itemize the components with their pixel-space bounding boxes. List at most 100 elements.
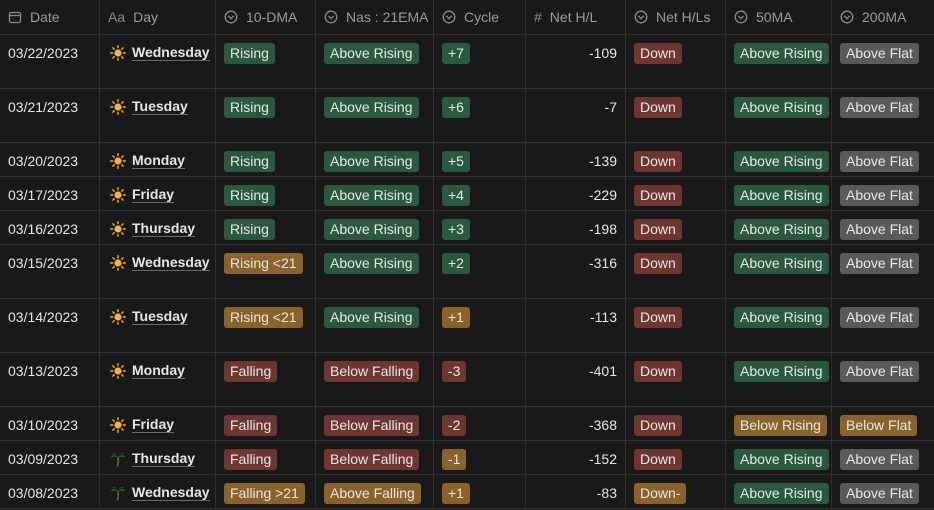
- column-header-10-dma[interactable]: 10-DMA: [216, 0, 316, 34]
- net-hl-cell[interactable]: -109: [526, 35, 626, 88]
- 10-dma-cell[interactable]: Rising <21: [216, 245, 316, 298]
- nas-21ema-cell[interactable]: Above Rising: [316, 299, 434, 352]
- day-cell[interactable]: Monday: [100, 143, 216, 176]
- 50ma-cell[interactable]: Above Rising: [726, 89, 832, 142]
- date-cell[interactable]: 03/08/2023: [0, 475, 100, 508]
- nas-21ema-cell[interactable]: Below Falling: [316, 353, 434, 406]
- table-row[interactable]: 03/15/2023 Wednesday Rising <21 Above Risin…: [0, 245, 934, 299]
- 10-dma-cell[interactable]: Falling >21: [216, 475, 316, 508]
- 200ma-cell[interactable]: Above Flat: [832, 89, 934, 142]
- 10-dma-cell[interactable]: Falling: [216, 353, 316, 406]
- 200ma-cell[interactable]: Above Flat: [832, 245, 934, 298]
- cycle-cell[interactable]: +1: [434, 299, 526, 352]
- nas-21ema-cell[interactable]: Above Rising: [316, 245, 434, 298]
- day-cell[interactable]: Monday: [100, 353, 216, 406]
- date-cell[interactable]: 03/21/2023: [0, 89, 100, 142]
- 10-dma-cell[interactable]: Rising: [216, 177, 316, 210]
- day-name-link[interactable]: Tuesday: [132, 308, 188, 325]
- day-name-link[interactable]: Wednesday: [132, 254, 210, 271]
- day-cell[interactable]: Wednesday: [100, 245, 216, 298]
- net-hl-cell[interactable]: -7: [526, 89, 626, 142]
- table-row[interactable]: 03/22/2023 Wednesday Rising Above Rising +7 -…: [0, 35, 934, 89]
- column-header-50ma[interactable]: 50MA: [726, 0, 832, 34]
- 50ma-cell[interactable]: Above Rising: [726, 245, 832, 298]
- nas-21ema-cell[interactable]: Above Rising: [316, 89, 434, 142]
- net-hl-cell[interactable]: -83: [526, 475, 626, 508]
- day-cell[interactable]: Thursday: [100, 211, 216, 244]
- cycle-cell[interactable]: +5: [434, 143, 526, 176]
- day-name-link[interactable]: Monday: [132, 362, 185, 379]
- 50ma-cell[interactable]: Above Rising: [726, 211, 832, 244]
- cycle-cell[interactable]: +1: [434, 475, 526, 508]
- day-cell[interactable]: Tuesday: [100, 89, 216, 142]
- net-hls-cell[interactable]: Down: [626, 143, 726, 176]
- 10-dma-cell[interactable]: Rising: [216, 211, 316, 244]
- date-cell[interactable]: 03/09/2023: [0, 441, 100, 474]
- nas-21ema-cell[interactable]: Above Falling: [316, 475, 434, 508]
- cycle-cell[interactable]: +7: [434, 35, 526, 88]
- 10-dma-cell[interactable]: Rising <21: [216, 299, 316, 352]
- table-row[interactable]: 03/13/2023 Monday Falling Below Falling -3 -4…: [0, 353, 934, 407]
- column-header-net-h-ls[interactable]: Net H/Ls: [626, 0, 726, 34]
- day-cell[interactable]: Thursday: [100, 441, 216, 474]
- cycle-cell[interactable]: +3: [434, 211, 526, 244]
- 200ma-cell[interactable]: Above Flat: [832, 353, 934, 406]
- 10-dma-cell[interactable]: Falling: [216, 407, 316, 440]
- date-cell[interactable]: 03/16/2023: [0, 211, 100, 244]
- table-row[interactable]: 03/21/2023 Tuesday Rising Above Rising +6 -7 D…: [0, 89, 934, 143]
- nas-21ema-cell[interactable]: Above Rising: [316, 177, 434, 210]
- 50ma-cell[interactable]: Above Rising: [726, 35, 832, 88]
- net-hls-cell[interactable]: Down-: [626, 475, 726, 508]
- 10-dma-cell[interactable]: Falling: [216, 441, 316, 474]
- cycle-cell[interactable]: +4: [434, 177, 526, 210]
- 200ma-cell[interactable]: Below Flat: [832, 407, 934, 440]
- net-hl-cell[interactable]: -152: [526, 441, 626, 474]
- 200ma-cell[interactable]: Above Flat: [832, 299, 934, 352]
- 200ma-cell[interactable]: Above Flat: [832, 441, 934, 474]
- day-cell[interactable]: Wednesday: [100, 35, 216, 88]
- table-row[interactable]: 03/14/2023 Tuesday Rising <21 Above Rising +…: [0, 299, 934, 353]
- table-row[interactable]: 03/09/2023 Thursday Falling Below Falling -1…: [0, 441, 934, 475]
- day-name-link[interactable]: Wednesday: [132, 44, 210, 61]
- 50ma-cell[interactable]: Above Rising: [726, 441, 832, 474]
- column-header-day[interactable]: Aa Day: [100, 0, 216, 34]
- net-hl-cell[interactable]: -401: [526, 353, 626, 406]
- net-hls-cell[interactable]: Down: [626, 177, 726, 210]
- table-row[interactable]: 03/08/2023 Wednesday Falling >21 Above Fall…: [0, 475, 934, 509]
- 50ma-cell[interactable]: Above Rising: [726, 353, 832, 406]
- nas-21ema-cell[interactable]: Below Falling: [316, 441, 434, 474]
- date-cell[interactable]: 03/13/2023: [0, 353, 100, 406]
- 50ma-cell[interactable]: Above Rising: [726, 177, 832, 210]
- day-cell[interactable]: Wednesday: [100, 475, 216, 508]
- 50ma-cell[interactable]: Below Rising: [726, 407, 832, 440]
- nas-21ema-cell[interactable]: Above Rising: [316, 211, 434, 244]
- date-cell[interactable]: 03/14/2023: [0, 299, 100, 352]
- column-header-cycle[interactable]: Cycle: [434, 0, 526, 34]
- net-hls-cell[interactable]: Down: [626, 353, 726, 406]
- 200ma-cell[interactable]: Above Flat: [832, 211, 934, 244]
- net-hl-cell[interactable]: -229: [526, 177, 626, 210]
- column-header-200ma[interactable]: 200MA: [832, 0, 934, 34]
- day-name-link[interactable]: Tuesday: [132, 98, 188, 115]
- net-hls-cell[interactable]: Down: [626, 299, 726, 352]
- cycle-cell[interactable]: -2: [434, 407, 526, 440]
- cycle-cell[interactable]: +6: [434, 89, 526, 142]
- net-hls-cell[interactable]: Down: [626, 245, 726, 298]
- net-hl-cell[interactable]: -316: [526, 245, 626, 298]
- nas-21ema-cell[interactable]: Above Rising: [316, 35, 434, 88]
- day-cell[interactable]: Friday: [100, 407, 216, 440]
- nas-21ema-cell[interactable]: Above Rising: [316, 143, 434, 176]
- net-hls-cell[interactable]: Down: [626, 35, 726, 88]
- 200ma-cell[interactable]: Above Flat: [832, 143, 934, 176]
- 50ma-cell[interactable]: Above Rising: [726, 475, 832, 508]
- net-hls-cell[interactable]: Down: [626, 211, 726, 244]
- column-header-net-h-l[interactable]: # Net H/L: [526, 0, 626, 34]
- cycle-cell[interactable]: -3: [434, 353, 526, 406]
- net-hls-cell[interactable]: Down: [626, 441, 726, 474]
- date-cell[interactable]: 03/22/2023: [0, 35, 100, 88]
- net-hl-cell[interactable]: -139: [526, 143, 626, 176]
- day-name-link[interactable]: Friday: [132, 416, 175, 433]
- day-cell[interactable]: Friday: [100, 177, 216, 210]
- table-row[interactable]: 03/16/2023 Thursday Rising Above Rising +3 -1…: [0, 211, 934, 245]
- column-header-nas-21ema[interactable]: Nas : 21EMA: [316, 0, 434, 34]
